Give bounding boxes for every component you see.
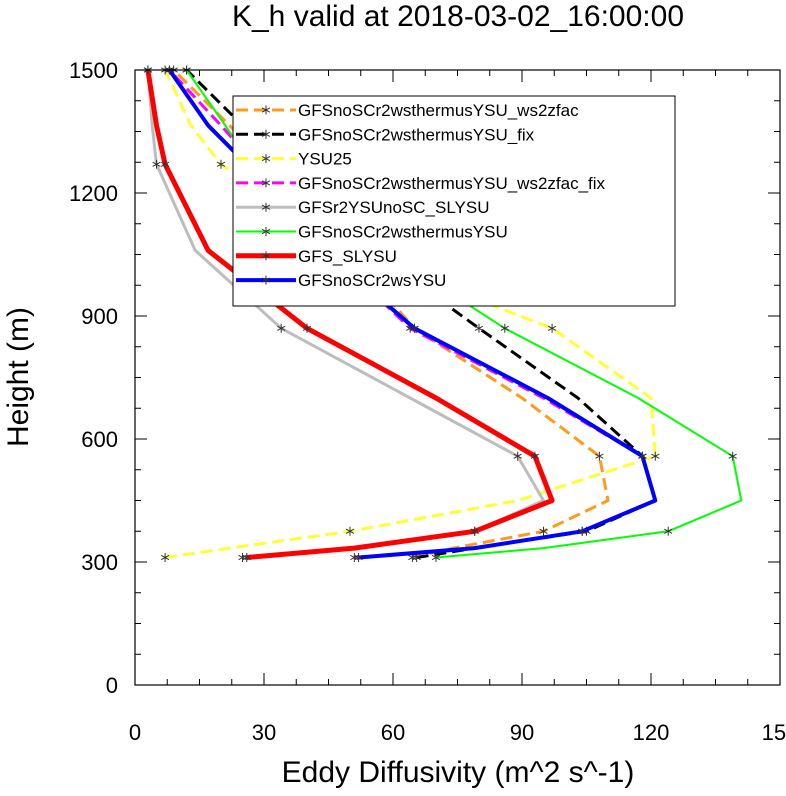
data-point-marker (216, 159, 226, 169)
y-tick-label: 1200 (69, 181, 118, 206)
legend-marker (261, 129, 271, 139)
legend-item: GFSnoSCr2wsthermusYSU_ws2zfac_fix (236, 174, 606, 193)
y-tick-label: 300 (81, 550, 118, 575)
data-point-marker (160, 552, 170, 562)
legend-marker (261, 178, 271, 188)
y-tick-label: 900 (81, 304, 118, 329)
data-point-marker (547, 323, 557, 333)
legend-marker (261, 202, 271, 212)
chart-title: K_h valid at 2018-03-02_16:00:00 (232, 0, 684, 33)
legend-item: GFS_SLYSU (236, 247, 397, 266)
legend-marker (261, 227, 271, 236)
series-line (163, 69, 657, 559)
legend-marker (261, 105, 271, 115)
data-point-marker (410, 323, 419, 333)
data-point-marker (651, 451, 660, 461)
legend-marker (261, 154, 271, 164)
legend-item: GFSnoSCr2wsthermusYSU_fix (236, 125, 535, 144)
legend-item: GFSr2YSUnoSC_SLYSU (236, 198, 489, 217)
data-point-marker (578, 526, 587, 536)
data-point-marker (539, 526, 548, 536)
legend-label: YSU25 (298, 150, 352, 169)
legend-item: GFSnoSCr2wsthermusYSU_ws2zfac (236, 101, 579, 120)
legend-marker (261, 275, 271, 285)
x-tick-label: 150 (762, 720, 786, 745)
data-point-marker (242, 552, 251, 562)
legend-item: GFSnoSCr2wsthermusYSU (236, 223, 508, 242)
legend-item: YSU25 (236, 150, 352, 169)
x-axis-label: Eddy Diffusivity (m^2 s^-1) (282, 756, 635, 789)
series-line (172, 68, 610, 559)
data-point-marker (728, 451, 737, 461)
data-point-marker (664, 526, 673, 536)
data-point-marker (638, 451, 647, 461)
x-tick-label: 60 (381, 720, 405, 745)
data-point-marker (530, 451, 540, 461)
data-point-marker (595, 451, 604, 461)
data-point-marker (345, 526, 355, 536)
data-point-marker (474, 323, 484, 333)
legend-box (232, 95, 676, 307)
legend: GFSnoSCr2wsthermusYSU_ws2zfac GFSnoSCr2ws… (232, 95, 676, 307)
data-point-marker (277, 323, 286, 333)
legend-label: GFSnoSCr2wsthermusYSU (298, 223, 508, 242)
data-point-marker (431, 552, 441, 562)
legend-label: GFS_SLYSU (298, 247, 397, 266)
legend-label: GFSnoSCr2wsthermusYSU_fix (298, 125, 535, 144)
x-tick-label: 120 (633, 720, 670, 745)
y-axis-label: Height (m) (2, 307, 35, 447)
x-tick-label: 30 (252, 720, 276, 745)
data-point-marker (354, 552, 363, 562)
legend-label: GFSnoSCr2wsthermusYSU_ws2zfac_fix (298, 174, 606, 193)
x-tick-labels: 0 30 60 90 120 150 (129, 720, 786, 745)
legend-label: GFSnoSCr2wsYSU (298, 271, 446, 290)
data-point-marker (302, 323, 312, 333)
data-point-marker (470, 526, 479, 536)
x-tick-label: 90 (510, 720, 534, 745)
data-point-marker (500, 323, 509, 333)
y-tick-label: 0 (106, 673, 118, 698)
x-tick-label: 0 (129, 720, 141, 745)
y-tick-labels: 0 300 600 900 1200 1500 (69, 58, 118, 698)
series-line (145, 69, 555, 560)
data-point-marker (160, 159, 170, 169)
data-point-marker (513, 451, 522, 461)
plot-frame (134, 69, 781, 686)
y-tick-label: 1500 (69, 58, 118, 83)
y-tick-label: 600 (81, 427, 118, 452)
legend-label: GFSnoSCr2wsthermusYSU_ws2zfac (298, 101, 579, 120)
legend-marker (261, 251, 271, 261)
legend-item: GFSnoSCr2wsYSU (236, 271, 446, 290)
minor-ticks (135, 70, 780, 685)
legend-label: GFSr2YSUnoSC_SLYSU (298, 198, 489, 217)
data-point-marker (152, 159, 161, 169)
